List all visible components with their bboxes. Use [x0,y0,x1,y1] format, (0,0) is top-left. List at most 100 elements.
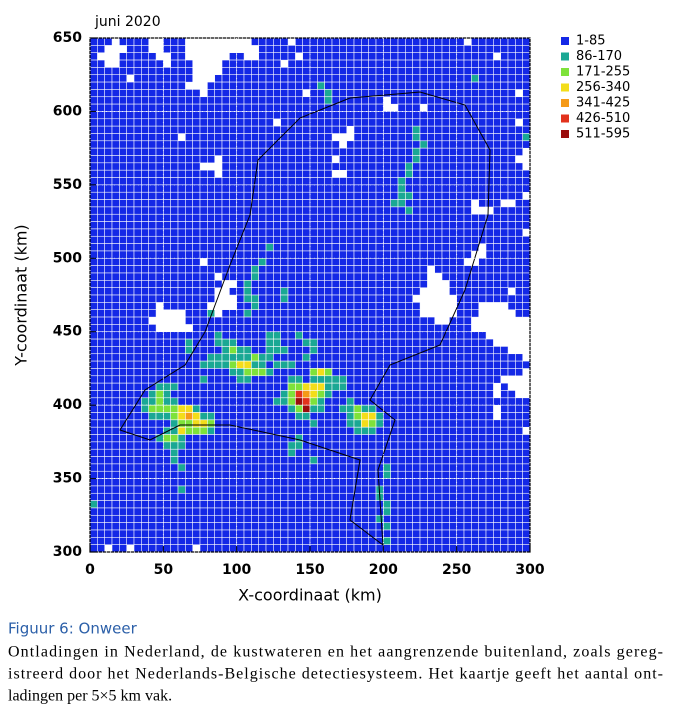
cell [317,448,326,457]
cell [449,441,458,450]
cell [192,257,201,267]
cell [449,434,458,443]
cell [185,147,194,156]
cell [390,485,399,494]
cell [251,243,260,252]
cell [375,426,384,435]
cell [119,206,128,215]
cell [280,213,289,222]
cell [383,206,392,215]
cell [412,537,421,546]
cell [192,360,201,369]
cell [515,397,524,406]
cell [192,375,201,384]
cell [280,45,289,54]
cell [485,177,494,186]
cell [273,309,282,318]
cell [97,59,106,68]
cell [485,37,494,46]
cell [155,111,164,120]
cell [258,514,267,524]
cell [133,375,142,384]
cell [163,522,172,531]
cell [89,500,98,509]
cell [265,280,274,289]
cell [251,221,260,230]
cell [192,441,201,450]
cell [280,375,289,384]
cell [141,419,150,428]
cell [449,382,458,391]
cell [148,309,157,318]
cell [280,544,289,553]
cell [287,316,296,325]
cell [427,74,436,83]
cell [251,324,260,333]
cell [383,162,392,171]
cell [419,177,428,186]
cell [192,250,201,259]
cell [368,529,377,538]
cell [353,81,362,90]
cell [324,353,333,362]
cell [412,478,421,487]
cell [449,89,458,98]
cell [302,287,311,296]
cell [97,81,106,90]
cell [148,52,157,61]
cell [265,448,274,457]
cell [522,235,531,244]
cell [229,228,238,237]
cell [214,537,223,546]
cell [273,368,282,377]
cell [251,235,260,244]
cell [265,456,274,465]
cell [434,74,443,83]
cell [522,125,531,134]
cell [302,257,311,267]
cell [97,485,106,494]
cell [405,419,414,428]
cell [89,360,98,369]
cell [353,397,362,406]
cell [97,243,106,252]
cell [471,169,480,178]
cell [471,96,480,105]
cell [449,500,458,509]
cell [441,221,450,230]
cell [449,111,458,120]
cell [397,280,406,289]
cell [295,272,304,281]
cell [229,500,238,509]
cell [295,37,304,46]
cell [148,133,157,142]
cell [199,375,208,384]
cell [251,287,260,296]
cell [500,287,509,296]
cell [133,111,142,120]
cell [119,500,128,509]
cell [302,353,311,362]
cell [236,96,245,105]
cell [331,375,340,384]
cell [317,140,326,149]
cell [243,272,252,281]
cell [361,544,370,553]
cell [295,103,304,112]
cell [229,537,238,546]
cell [280,492,289,501]
cell [155,191,164,200]
cell [111,81,120,90]
cell [192,522,201,531]
cell [236,177,245,186]
cell [185,382,194,391]
cell [133,118,142,127]
y-axis-label: Y-coordinaat (km) [12,224,31,366]
cell [155,382,164,391]
cell [397,470,406,479]
cell [471,360,480,369]
cell [214,213,223,222]
cell [522,140,531,149]
cell [397,537,406,546]
cell [287,492,296,501]
